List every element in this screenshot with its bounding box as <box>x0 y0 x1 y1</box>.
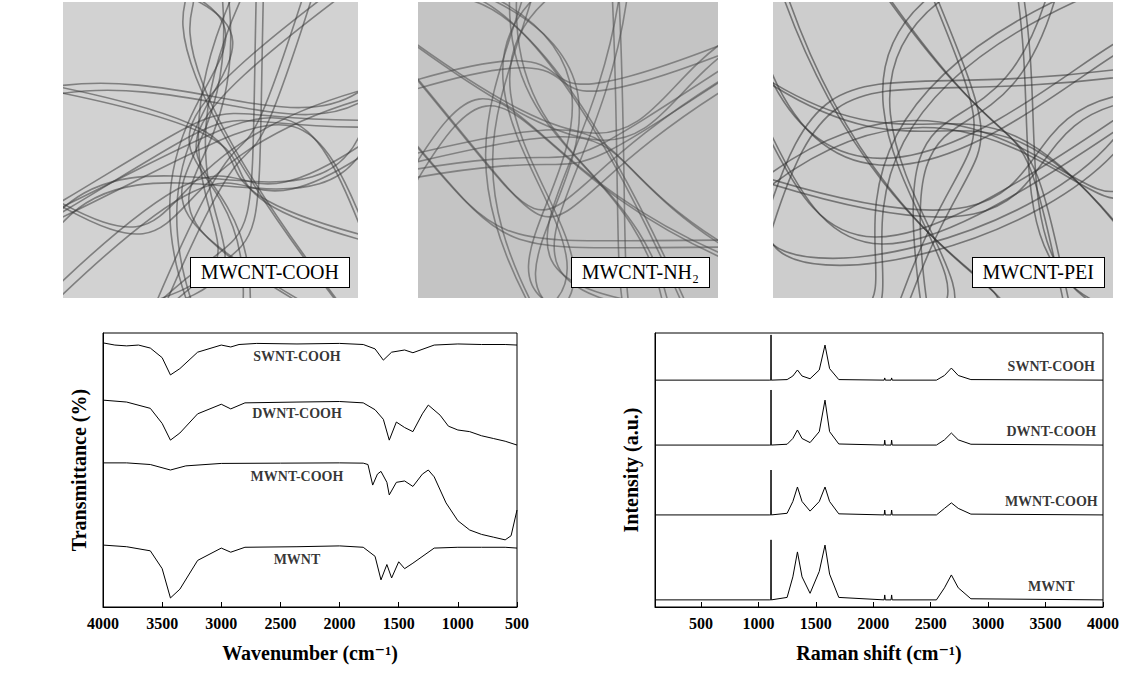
svg-text:Transmittance (%): Transmittance (%) <box>68 389 91 551</box>
svg-text:3500: 3500 <box>146 615 178 632</box>
svg-text:2500: 2500 <box>264 615 296 632</box>
svg-text:3500: 3500 <box>1030 615 1062 632</box>
svg-text:3000: 3000 <box>205 615 237 632</box>
html-text:MWCNT-NH₂: MWCNT-NH₂ <box>581 261 699 283</box>
svg-text:500: 500 <box>689 615 713 632</box>
svg-text:500: 500 <box>505 615 529 632</box>
svg-text:MWNT-COOH: MWNT-COOH <box>1005 494 1098 509</box>
svg-text:MWNT: MWNT <box>274 552 321 567</box>
svg-text:1000: 1000 <box>742 615 774 632</box>
svg-text:DWNT-COOH: DWNT-COOH <box>252 406 342 421</box>
svg-text:MWNT: MWNT <box>1028 579 1075 594</box>
svg-text:4000: 4000 <box>87 615 119 632</box>
svg-text:DWNT-COOH: DWNT-COOH <box>1006 424 1096 439</box>
svg-text:SWNT-COOH: SWNT-COOH <box>1008 359 1096 374</box>
html-text:MWCNT-PEI: MWCNT-PEI <box>982 261 1094 283</box>
svg-text:3000: 3000 <box>972 615 1004 632</box>
svg-text:4000: 4000 <box>1087 615 1119 632</box>
svg-text:Raman shift (cm⁻¹): Raman shift (cm⁻¹) <box>796 642 961 665</box>
svg-text:MWNT-COOH: MWNT-COOH <box>251 469 344 484</box>
svg-text:1500: 1500 <box>383 615 415 632</box>
svg-text:2500: 2500 <box>915 615 947 632</box>
svg-text:2000: 2000 <box>324 615 356 632</box>
html-text:MWCNT-COOH: MWCNT-COOH <box>200 261 339 283</box>
svg-text:Wavenumber (cm⁻¹): Wavenumber (cm⁻¹) <box>222 642 398 665</box>
svg-text:1000: 1000 <box>442 615 474 632</box>
svg-text:SWNT-COOH: SWNT-COOH <box>253 349 341 364</box>
svg-text:Intensity (a.u.): Intensity (a.u.) <box>620 407 643 532</box>
svg-text:1500: 1500 <box>800 615 832 632</box>
svg-text:2000: 2000 <box>857 615 889 632</box>
